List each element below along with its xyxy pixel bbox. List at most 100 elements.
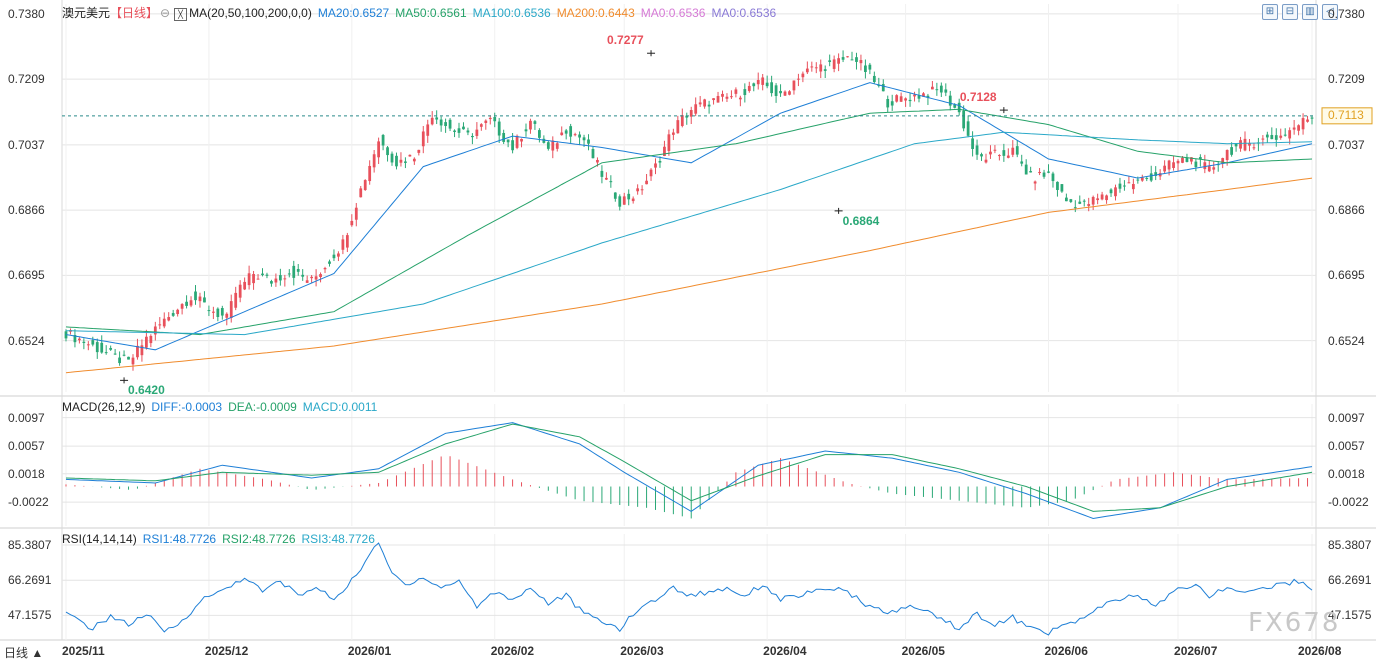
chart-settings-icon[interactable]: ▥ (1302, 4, 1318, 20)
circle-dot-icon[interactable]: ⊖ (160, 6, 171, 20)
candle-body (180, 304, 184, 309)
rsi-value-0: RSI1:48.7726 (142, 532, 217, 546)
candle-body (149, 335, 153, 344)
candle-body (153, 326, 157, 335)
candle-body (198, 296, 202, 302)
price-tick-right: 0.6866 (1328, 203, 1365, 218)
candle-body (872, 75, 876, 83)
candle-body (462, 126, 465, 130)
candle-body (886, 98, 890, 108)
candle-body (1114, 187, 1117, 197)
candle-body (908, 99, 912, 102)
candle-body (1145, 178, 1149, 180)
candle-body (1127, 182, 1131, 184)
candle-body (1243, 138, 1247, 151)
candle-body (765, 82, 769, 87)
candle-body (1297, 125, 1300, 131)
candle-body (247, 273, 251, 286)
high-annotation: 0.7277 (607, 33, 644, 48)
candle-body (1292, 127, 1296, 130)
candle-body (220, 308, 224, 316)
candle-body (1176, 160, 1180, 164)
candle-body (868, 64, 872, 70)
candle-body (377, 141, 381, 158)
ma-value-1: MA50:0.6561 (395, 6, 467, 20)
candle-body (1011, 147, 1015, 155)
ma-values: MA20:0.6527 MA50:0.6561 MA100:0.6536 MA200:… (318, 6, 782, 20)
candle-body (663, 146, 666, 156)
candle-body (1288, 130, 1292, 139)
candle-body (1149, 173, 1153, 181)
rsi-tick-left: 47.1575 (8, 608, 52, 623)
x-tick-label: 2026/04 (763, 644, 807, 658)
candle-body (194, 291, 197, 301)
candle-body (569, 126, 573, 137)
zoom-in-icon[interactable]: ⊞ (1262, 4, 1278, 20)
candle-body (1301, 118, 1305, 130)
candle-body (957, 102, 961, 113)
candle-body (953, 104, 957, 108)
x-tick-label: 2026/05 (901, 644, 945, 658)
candle-body (654, 163, 657, 168)
candle-body (1265, 134, 1269, 138)
rsi-params: RSI(14,14,14) (62, 532, 137, 546)
candle-body (265, 274, 269, 276)
price-tick-left: 0.6866 (8, 203, 45, 218)
candle-body (770, 82, 774, 94)
candle-body (645, 180, 648, 185)
candle-body (395, 155, 398, 167)
candle-body (613, 192, 617, 199)
candle-body (502, 132, 506, 142)
indicator-icon[interactable]: ╳ (174, 8, 188, 21)
rsi-tick-left: 85.3807 (8, 537, 52, 552)
candle-body (1100, 194, 1104, 200)
candle-body (721, 93, 724, 97)
candle-body (814, 67, 818, 69)
candle-body (716, 95, 720, 103)
candle-body (1261, 138, 1265, 140)
back-icon[interactable]: ◁ (1322, 4, 1338, 20)
candle-body (658, 160, 662, 163)
candle-body (270, 281, 273, 284)
high-annotation: 0.7128 (959, 90, 997, 105)
candle-body (511, 140, 514, 151)
candle-body (1154, 172, 1158, 176)
candle-body (1087, 204, 1091, 206)
candle-body (980, 154, 983, 157)
candle-body (1279, 135, 1283, 138)
rsi-tick-right: 66.2691 (1328, 573, 1372, 588)
candle-body (667, 134, 671, 151)
candle-body (587, 139, 590, 144)
candle-body (1073, 207, 1077, 209)
candle-body (846, 56, 849, 58)
candle-body (1252, 147, 1256, 149)
period-label[interactable]: 【日线】 (110, 6, 159, 20)
candle-body (310, 276, 314, 279)
rsi-tick-right: 47.1575 (1328, 608, 1372, 623)
macd-value-0: DIFF:-0.0003 (151, 400, 223, 414)
zoom-out-icon[interactable]: ⊟ (1282, 4, 1298, 20)
candle-body (1136, 179, 1140, 181)
rsi-value-2: RSI3:48.7726 (301, 532, 375, 546)
candle-body (225, 313, 229, 318)
candle-body (1020, 161, 1024, 164)
candle-body (689, 110, 693, 117)
candle-body (533, 121, 537, 124)
candle-body (1029, 171, 1033, 173)
candle-body (774, 85, 778, 97)
candle-body (457, 128, 461, 133)
candle-body (484, 120, 488, 124)
candle-body (1082, 200, 1086, 202)
candle-body (287, 273, 291, 275)
candle-body (127, 356, 130, 360)
candle-body (685, 115, 689, 118)
candle-body (167, 317, 171, 321)
candle-body (984, 159, 988, 163)
period-tab[interactable]: 日线 ▲ (4, 646, 44, 660)
macd-dea-line (65, 423, 1313, 512)
low-annotation: 0.6420 (128, 383, 165, 398)
ma20-line (65, 82, 1313, 351)
candle-body (1064, 197, 1068, 202)
